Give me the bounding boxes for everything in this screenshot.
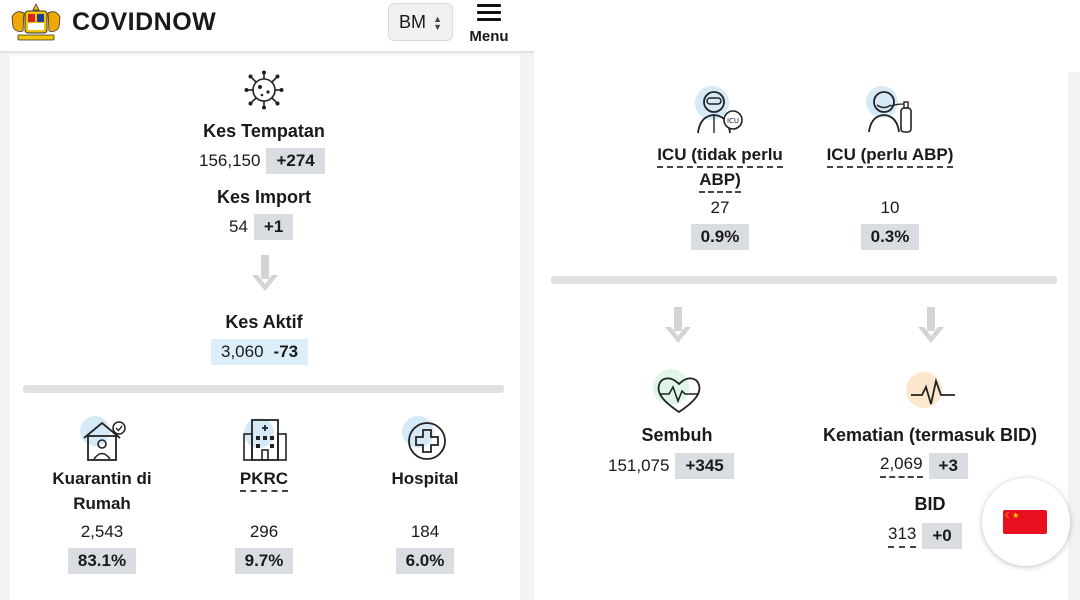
section-divider [23, 385, 504, 393]
kuarantin-label-line2: Rumah [73, 494, 131, 513]
icu-tidak-value: 27 [710, 198, 730, 217]
crest-logo [11, 3, 61, 41]
hospital-value: 184 [410, 522, 440, 541]
kuarantin-label-line1: Kuarantin di [52, 469, 152, 488]
sembuh-value: 151,075 [608, 456, 670, 475]
arrow-down-icon [252, 255, 278, 291]
kes-tempatan-label: Kes Tempatan [203, 121, 325, 141]
hamburger-icon [477, 4, 501, 22]
icu-tidak-label-line2[interactable]: ABP) [699, 170, 741, 193]
kes-import-value: 54 [229, 217, 248, 236]
kes-aktif-delta: -73 [273, 342, 299, 361]
kuarantin-column: Kuarantin di Rumah 2,543 83.1% [40, 466, 164, 574]
kes-aktif-value: 3,060 [221, 342, 264, 361]
pkrc-value: 296 [249, 522, 279, 541]
kematian-value[interactable]: 2,069 [880, 454, 923, 478]
section-divider [551, 276, 1057, 284]
kes-import-row: 54 +1 [229, 214, 294, 240]
icon-bg [402, 416, 434, 448]
heart-pulse-icon [657, 377, 701, 414]
icon-bg [244, 418, 274, 448]
icu-tidak-column: ICU (tidak perlu ABP) 27 0.9% [640, 142, 800, 250]
kematian-label: Kematian (termasuk BID) [822, 425, 1038, 445]
language-select[interactable]: BM ▲ ▼ [388, 3, 453, 41]
icu-perlu-percent: 0.3% [860, 224, 920, 250]
flag-icon: ☾★ [1003, 510, 1047, 534]
building-icon [243, 419, 287, 461]
kematian-delta: +3 [928, 453, 968, 479]
language-value: BM [399, 12, 426, 32]
arrow-down-icon [918, 307, 944, 343]
sembuh-row: 151,075 +345 [608, 453, 734, 479]
kematian-row: 2,069 +3 [880, 453, 968, 479]
icu-tidak-percent: 0.9% [690, 224, 750, 250]
app-header: COVIDNOW BM ▲ ▼ Menu [0, 0, 534, 53]
menu-label: Menu [469, 28, 509, 45]
kes-aktif-row: 3,060 -73 [211, 339, 309, 365]
kes-import-delta: +1 [253, 214, 294, 240]
hospital-column: Hospital 184 6.0% [365, 466, 485, 574]
kuarantin-percent: 83.1% [67, 548, 137, 574]
bid-delta: +0 [922, 523, 962, 549]
house-quarantine-icon [83, 421, 126, 461]
icu-perlu-column: ICU (perlu ABP) 10 0.3% [810, 142, 970, 250]
bid-value[interactable]: 313 [888, 524, 917, 548]
kes-tempatan-delta: +274 [266, 148, 325, 174]
pkrc-percent: 9.7% [234, 548, 294, 574]
svg-text:ICU: ICU [727, 117, 739, 125]
bid-row: 313 +0 [888, 523, 962, 549]
sembuh-label: Sembuh [641, 425, 713, 445]
kes-aktif-label: Kes Aktif [225, 312, 303, 332]
brand-title: COVIDNOW [72, 8, 217, 36]
updown-caret-icon: ▲ ▼ [433, 14, 442, 32]
hospital-percent: 6.0% [395, 548, 455, 574]
icu-perlu-value: 10 [880, 198, 900, 217]
icu-tidak-label-line1[interactable]: ICU (tidak perlu [657, 145, 783, 168]
kes-import-label: Kes Import [216, 187, 312, 207]
patient-oxygen-icon [868, 91, 912, 133]
arrow-down-icon [665, 307, 691, 343]
kuarantin-value: 2,543 [80, 522, 124, 541]
sembuh-delta: +345 [675, 453, 734, 479]
pkrc-label[interactable]: PKRC [239, 469, 289, 492]
virus-icon [244, 70, 284, 110]
hospital-cross-icon [408, 422, 446, 460]
pkrc-column: PKRC 296 9.7% [204, 466, 324, 574]
kes-tempatan-value: 156,150 [199, 151, 261, 170]
menu-button[interactable]: Menu [466, 4, 512, 48]
kes-tempatan-row: 156,150 +274 [199, 148, 325, 174]
flag-button[interactable]: ☾★ [982, 478, 1070, 566]
hospital-label: Hospital [391, 469, 459, 488]
bid-label: BID [914, 494, 946, 514]
icu-perlu-label[interactable]: ICU (perlu ABP) [826, 145, 954, 168]
right-edge-band [1068, 72, 1080, 600]
cases-card [10, 55, 520, 600]
doctor-icon: ICU [697, 91, 743, 134]
pulse-line-icon [911, 378, 955, 405]
